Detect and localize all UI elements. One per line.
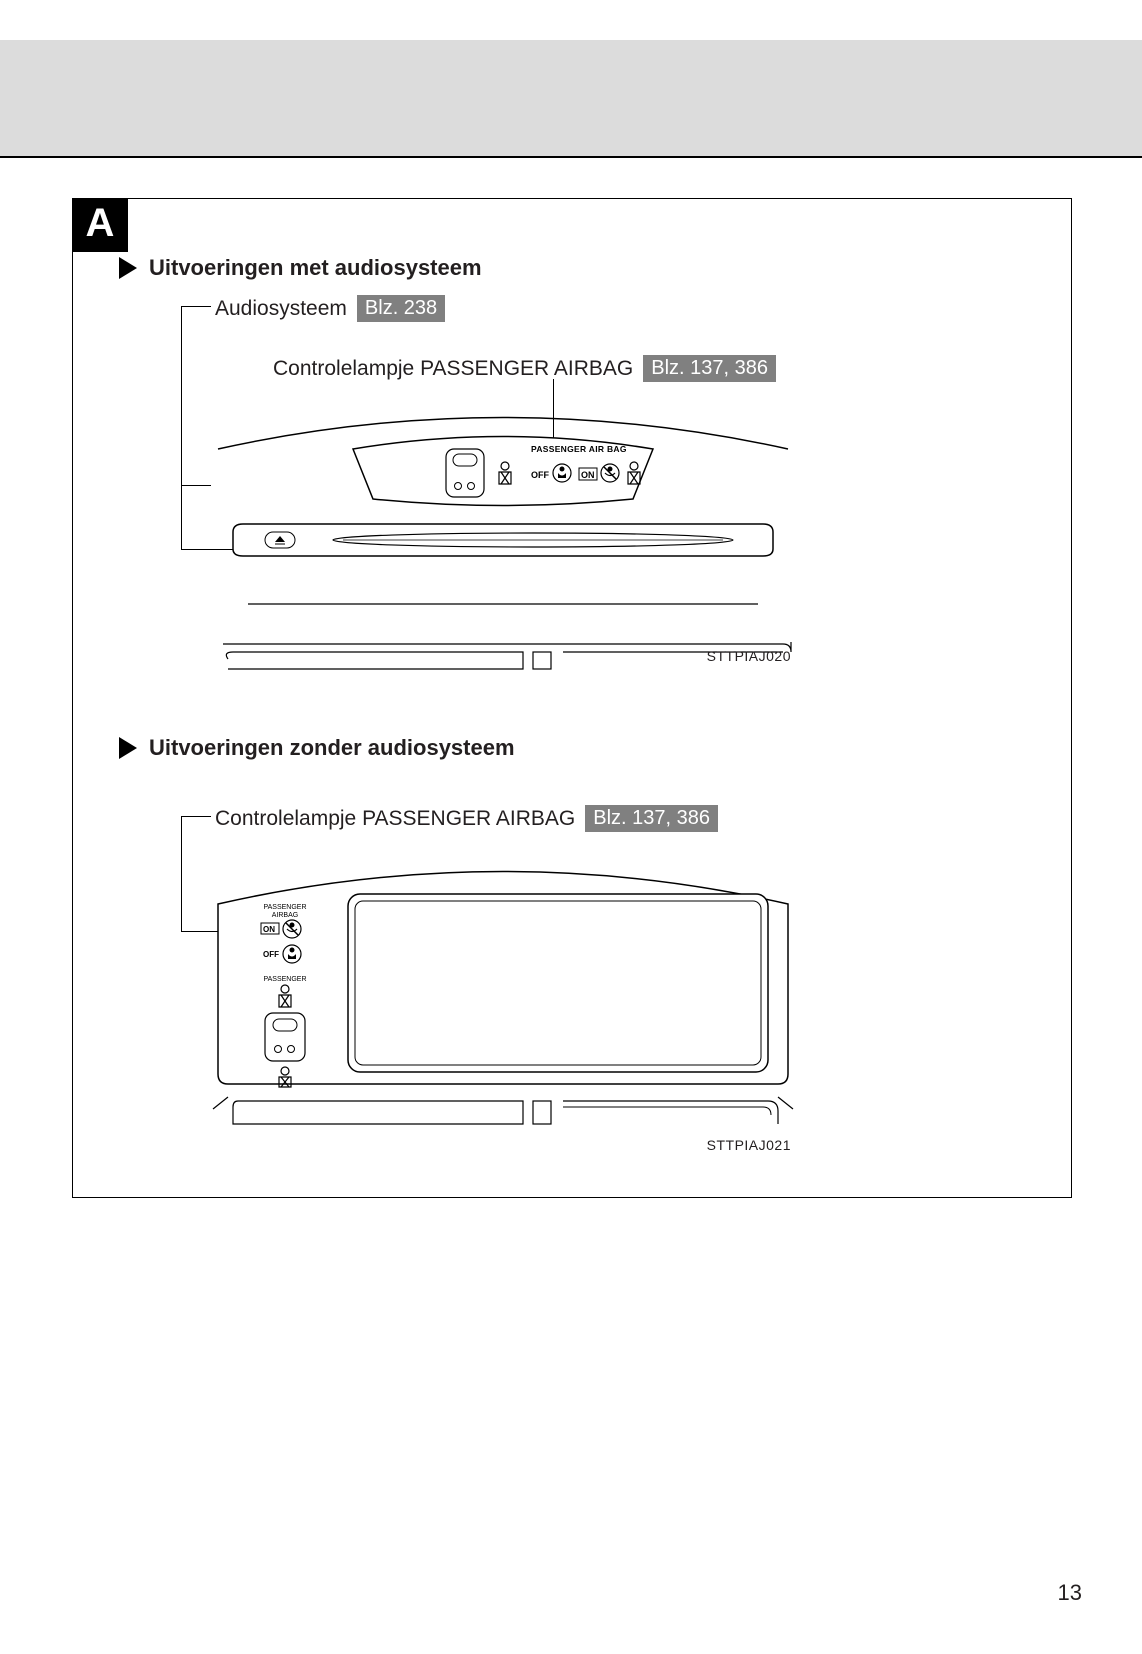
- callout-audiosysteem: Audiosysteem Blz. 238: [215, 295, 445, 322]
- callout-label-text: Audiosysteem: [215, 297, 347, 321]
- svg-text:OFF: OFF: [263, 950, 279, 959]
- triangle-icon: [119, 737, 137, 759]
- svg-text:PASSENGER: PASSENGER: [263, 904, 306, 911]
- section1-heading-row: Uitvoeringen met audiosysteem: [119, 255, 482, 281]
- leader-line: [181, 306, 211, 307]
- triangle-icon: [119, 257, 137, 279]
- header-band: [0, 40, 1142, 158]
- svg-text:PASSENGER: PASSENGER: [263, 976, 306, 983]
- page-number: 13: [1058, 1580, 1082, 1606]
- svg-text:PASSENGER AIR BAG: PASSENGER AIR BAG: [531, 444, 627, 454]
- callout-passenger-airbag: Controlelampje PASSENGER AIRBAG Blz. 137…: [273, 355, 776, 382]
- callout-label-text: Controlelampje PASSENGER AIRBAG: [273, 357, 633, 381]
- callout-passenger-airbag-2: Controlelampje PASSENGER AIRBAG Blz. 137…: [215, 805, 718, 832]
- figure-code: STTPIAJ021: [707, 1137, 791, 1153]
- svg-text:OFF: OFF: [531, 470, 549, 480]
- content-frame: A Uitvoeringen met audiosysteem Audiosys…: [72, 198, 1072, 1198]
- svg-text:ON: ON: [263, 925, 275, 934]
- page-ref: Blz. 238: [357, 295, 445, 322]
- svg-text:AIRBAG: AIRBAG: [272, 912, 298, 919]
- leader-line: [181, 816, 182, 931]
- leader-line: [181, 306, 182, 549]
- section1-heading: Uitvoeringen met audiosysteem: [149, 255, 482, 281]
- svg-text:ON: ON: [581, 470, 595, 480]
- figure-2: PASSENGER AIRBAG ON OFF PASSENGER: [203, 849, 803, 1149]
- figure-1: OFF ON PASSENGER AIR BAG: [203, 394, 803, 674]
- leader-line: [181, 816, 211, 817]
- page-ref: Blz. 137, 386: [585, 805, 718, 832]
- section2-heading-row: Uitvoeringen zonder audiosysteem: [119, 735, 515, 761]
- dashboard-illustration-2: PASSENGER AIRBAG ON OFF PASSENGER: [203, 849, 803, 1149]
- section-badge: A: [72, 198, 128, 252]
- dashboard-illustration: OFF ON PASSENGER AIR BAG: [203, 394, 803, 674]
- figure-code: STTPIAJ020: [707, 648, 791, 664]
- section2-heading: Uitvoeringen zonder audiosysteem: [149, 735, 515, 761]
- page-ref: Blz. 137, 386: [643, 355, 776, 382]
- callout-label-text: Controlelampje PASSENGER AIRBAG: [215, 807, 575, 831]
